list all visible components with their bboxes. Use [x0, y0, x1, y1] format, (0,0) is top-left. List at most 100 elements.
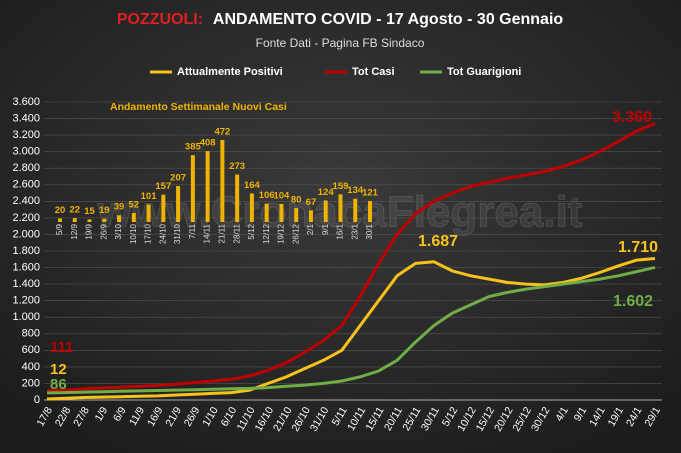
- inset-category-label: 24/10: [158, 223, 167, 244]
- inset-value-label: 52: [129, 199, 140, 210]
- inset-bar: [338, 194, 343, 222]
- y-tick-label: 2.800: [12, 162, 40, 174]
- inset-value-label: 408: [200, 138, 216, 149]
- inset-category-label: 2/1: [306, 223, 315, 235]
- inset-bar: [323, 200, 328, 222]
- inset-value-label: 134: [347, 185, 364, 196]
- inset-bar: [235, 174, 240, 222]
- subtitle: Fonte Dati - Pagina FB Sindaco: [256, 36, 425, 50]
- y-tick-label: 2.200: [12, 212, 40, 224]
- inset-category-label: 30/1: [365, 223, 374, 239]
- y-tick-label: 600: [22, 344, 40, 356]
- inset-category-label: 5/12: [247, 223, 256, 239]
- inset-bar: [58, 218, 62, 222]
- y-tick-label: 2.000: [12, 228, 40, 240]
- y-tick-label: 3.400: [12, 112, 40, 124]
- inset-value-label: 385: [185, 142, 202, 153]
- annotation: 3.360: [612, 109, 652, 126]
- inset-value-label: 207: [170, 173, 186, 184]
- inset-bar: [102, 218, 107, 222]
- annotation: 111: [50, 339, 73, 356]
- inset-bar: [353, 198, 358, 222]
- inset-category-label: 12/9: [70, 223, 79, 239]
- inset-bar: [72, 218, 77, 222]
- inset-value-label: 273: [229, 161, 245, 172]
- inset-category-label: 9/1: [321, 223, 330, 235]
- inset-value-label: 67: [306, 197, 317, 208]
- inset-bar: [205, 151, 210, 222]
- inset-category-label: 12/12: [262, 223, 271, 244]
- y-tick-label: 1.000: [12, 311, 40, 323]
- inset-bar: [131, 212, 136, 222]
- inset-value-label: 121: [362, 187, 379, 198]
- inset-value-label: 164: [244, 180, 261, 191]
- inset-value-label: 20: [55, 205, 66, 216]
- inset-bar: [220, 140, 225, 222]
- inset-value-label: 157: [155, 181, 171, 192]
- y-tick-label: 2.400: [12, 195, 40, 207]
- inset-bar: [87, 219, 92, 222]
- inset-value-label: 101: [141, 191, 158, 202]
- y-tick-label: 400: [22, 361, 40, 373]
- inset-value-label: 159: [333, 181, 349, 192]
- inset-value-label: 106: [259, 190, 275, 201]
- y-tick-label: 2.600: [12, 179, 40, 191]
- inset-category-label: 26/12: [291, 223, 300, 244]
- inset-category-label: 19/9: [85, 223, 94, 239]
- y-tick-label: 1.200: [12, 295, 40, 307]
- inset-value-label: 104: [273, 190, 290, 201]
- y-tick-label: 3.600: [12, 96, 40, 108]
- inset-category-label: 10/10: [129, 223, 138, 244]
- series-line: [46, 122, 656, 393]
- inset-category-label: 26/9: [99, 223, 108, 239]
- inset-category-label: 16/1: [336, 223, 345, 239]
- inset-bar: [161, 194, 166, 222]
- inset-category-label: 3/10: [114, 223, 123, 239]
- inset-bar: [264, 203, 269, 222]
- series-line: [46, 257, 656, 401]
- inset-value-label: 15: [84, 206, 95, 217]
- title-main: ANDAMENTO COVID - 17 Agosto - 30 Gennaio: [213, 11, 563, 28]
- chart-title: POZZUOLI: ANDAMENTO COVID - 17 Agosto - …: [117, 11, 564, 28]
- inset-category-label: 17/10: [144, 223, 153, 244]
- y-tick-label: 3.200: [12, 129, 40, 141]
- y-tick-label: 800: [22, 328, 40, 340]
- annotation: 86: [50, 376, 67, 393]
- y-tick-label: 3.000: [12, 146, 40, 158]
- inset-bar: [294, 208, 299, 222]
- inset-title: Andamento Settimanale Nuovi Casi: [110, 101, 287, 113]
- inset-bar: [146, 204, 151, 222]
- inset-value-label: 472: [214, 127, 230, 138]
- inset-bar: [190, 155, 195, 222]
- inset-value-label: 80: [291, 195, 302, 206]
- annotation: 1.602: [613, 293, 653, 310]
- inset-bar: [249, 193, 254, 222]
- title-prefix: POZZUOLI:: [117, 11, 203, 28]
- inset-bar: [308, 210, 313, 222]
- inset-value-label: 39: [114, 202, 125, 213]
- legend-label: Tot Guarigioni: [447, 66, 521, 78]
- inset-bar: [117, 215, 122, 222]
- inset-category-label: 5/9: [55, 223, 64, 235]
- annotation: 1.710: [618, 239, 658, 256]
- inset-category-label: 19/12: [277, 223, 286, 244]
- inset-value-label: 22: [69, 205, 80, 216]
- inset-value-label: 19: [99, 205, 110, 216]
- inset-bar: [279, 203, 284, 222]
- y-tick-label: 1.600: [12, 261, 40, 273]
- inset-category-label: 23/1: [350, 223, 359, 239]
- inset-category-label: 28/11: [232, 223, 241, 243]
- inset-bar: [368, 200, 372, 222]
- inset-category-label: 7/11: [188, 223, 197, 239]
- annotation: 12: [50, 361, 67, 378]
- annotation: 1.687: [418, 233, 458, 250]
- inset-category-label: 21/11: [217, 223, 226, 243]
- legend-label: Attualmente Positivi: [177, 66, 283, 78]
- legend-label: Tot Casi: [352, 66, 395, 78]
- y-tick-label: 200: [22, 377, 40, 389]
- inset-category-label: 14/11: [203, 223, 212, 243]
- y-tick-label: 0: [34, 394, 40, 406]
- inset-bar: [176, 186, 181, 222]
